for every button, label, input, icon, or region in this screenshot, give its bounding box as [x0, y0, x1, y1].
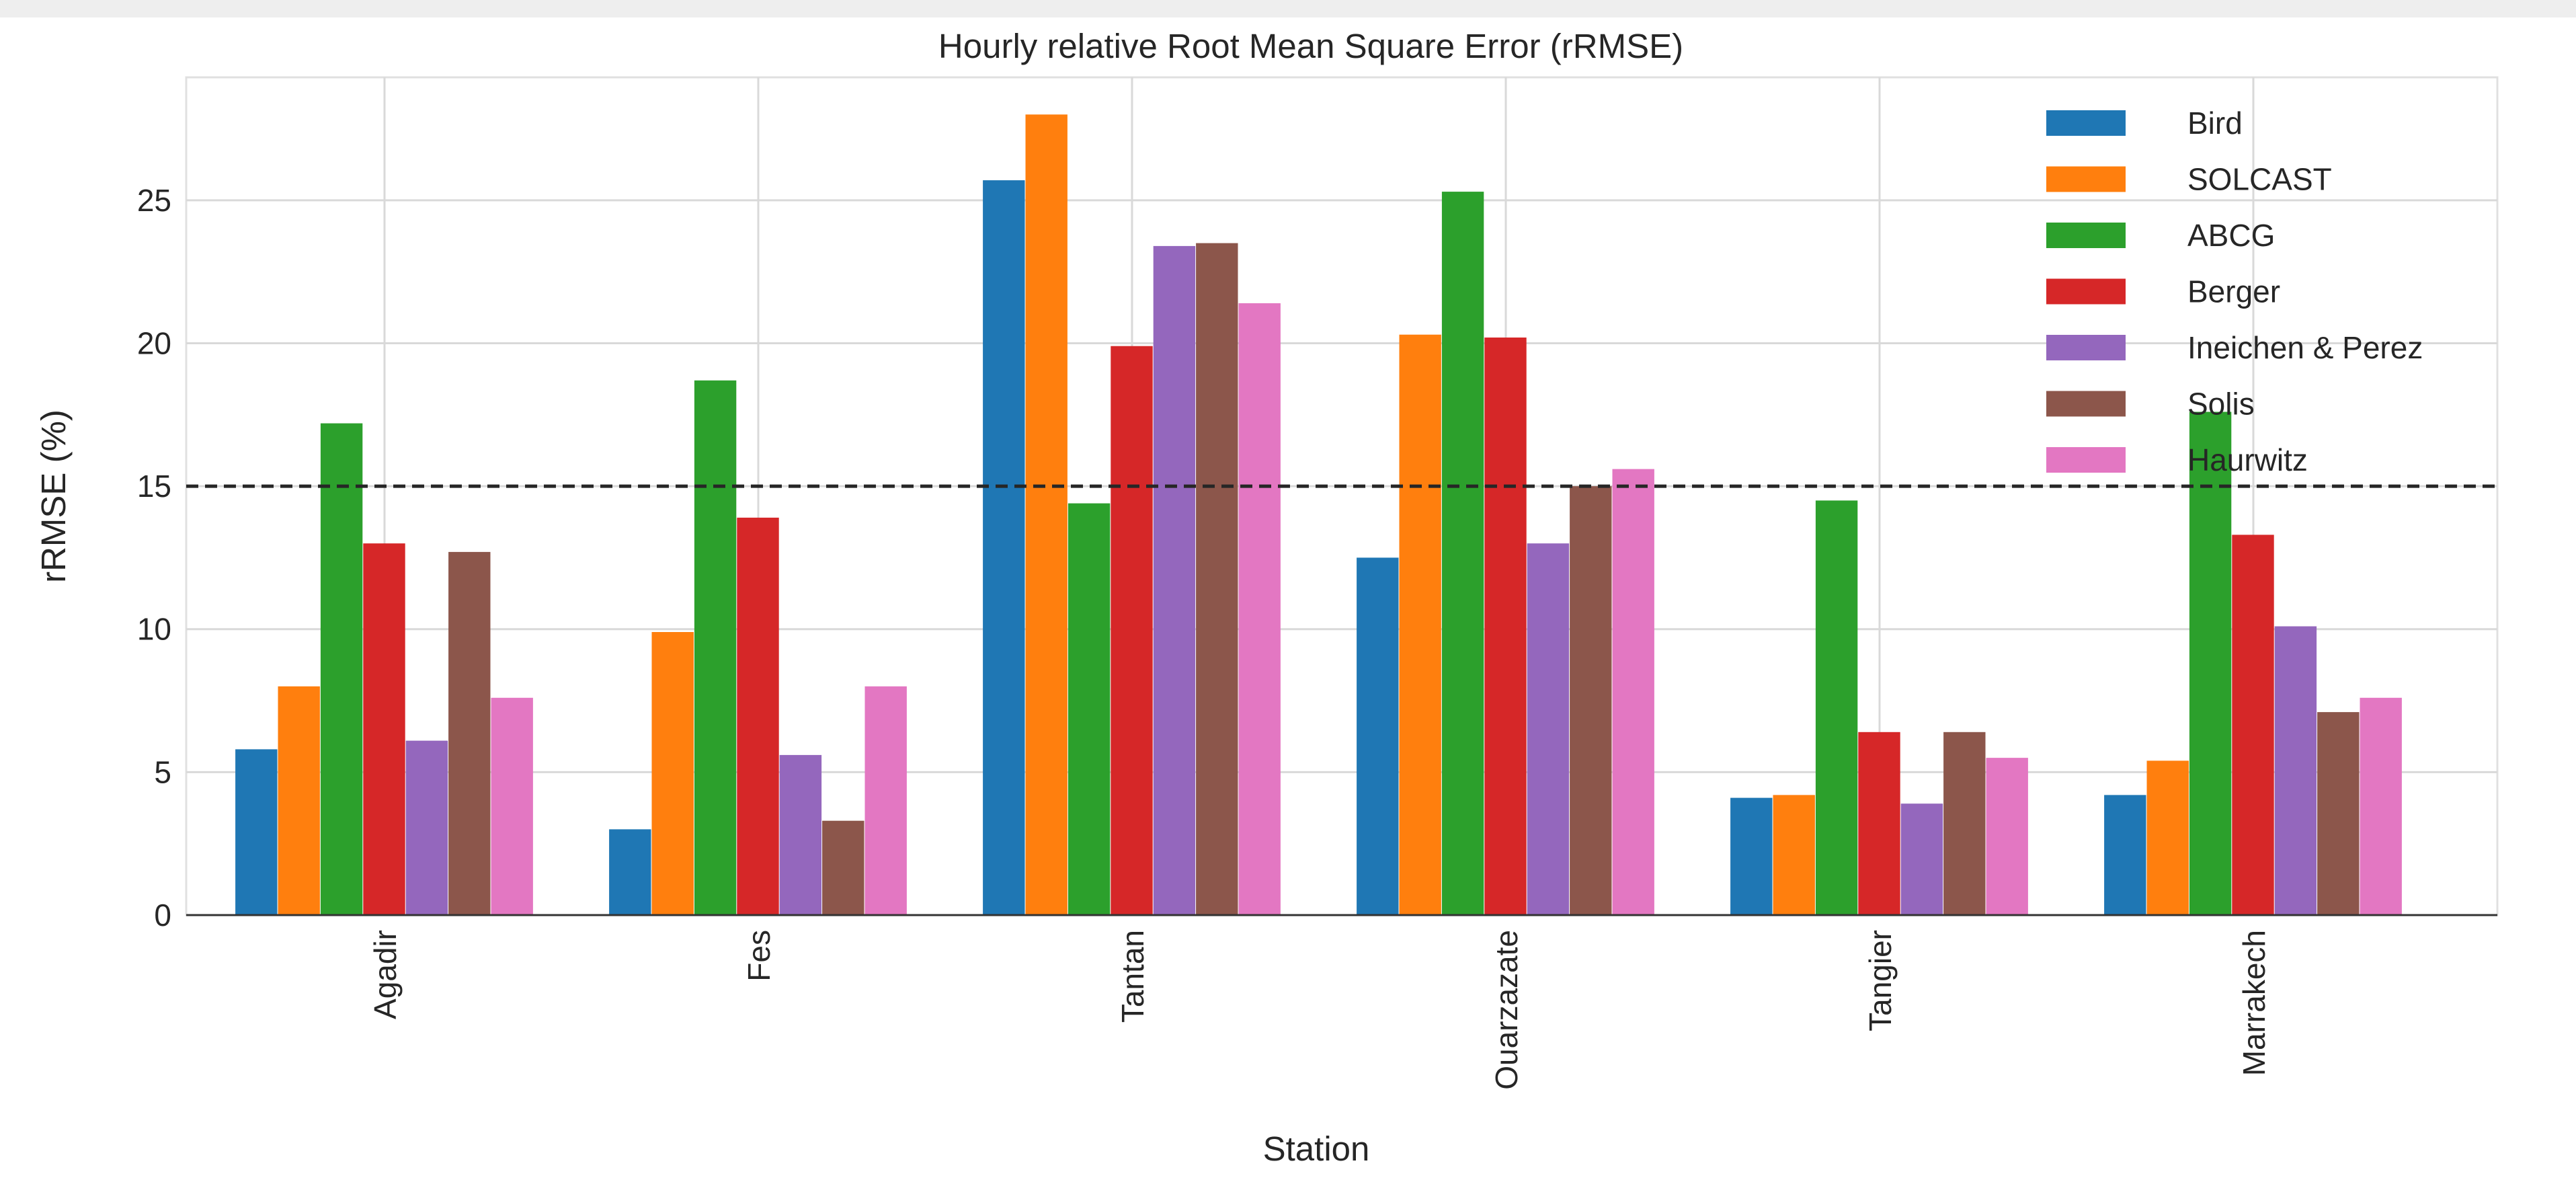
bar	[405, 740, 448, 915]
y-tick-label: 25	[137, 183, 171, 218]
bar	[779, 754, 822, 915]
bar	[1357, 557, 1399, 915]
bar	[1111, 346, 1153, 915]
legend-label: ABCG	[2187, 218, 2275, 253]
legend-item: Ineichen & Perez	[2046, 330, 2423, 365]
bar	[1068, 503, 1111, 915]
bar	[2274, 626, 2317, 915]
legend-item: SOLCAST	[2046, 162, 2332, 197]
bar	[448, 551, 491, 915]
legend-item: Solis	[2046, 387, 2255, 422]
bar	[1196, 243, 1238, 916]
bar-group-ouarzazate	[1357, 192, 1654, 916]
bar	[1612, 469, 1654, 915]
bar	[1527, 543, 1570, 915]
legend-swatch	[2046, 447, 2126, 473]
legend-swatch	[2046, 335, 2126, 360]
legend: Bird SOLCAST ABCG Berger Ineichen & Perez Sol…	[2046, 106, 2423, 477]
bar	[2146, 760, 2189, 915]
legend-item: Berger	[2046, 274, 2280, 309]
bar	[363, 543, 405, 915]
top-shadow-band	[0, 0, 2576, 17]
bar	[1900, 803, 1943, 915]
bar	[278, 686, 320, 915]
x-tick-label: Tantan	[1115, 930, 1150, 1023]
bar-group-tantan	[983, 114, 1281, 916]
y-tick-label: 15	[137, 469, 171, 504]
bar	[320, 423, 363, 915]
bar-groups	[235, 114, 2402, 916]
x-tick-label: Fes	[741, 930, 776, 982]
bar	[864, 686, 907, 915]
bar	[1986, 758, 2028, 915]
bar-group-agadir	[235, 423, 533, 915]
x-tick-labels: Agadir Fes Tantan Ouarzazate Tangier Marrakec…	[368, 930, 2271, 1090]
chart-title: Hourly relative Root Mean Square Error (…	[938, 27, 1683, 65]
bar	[1484, 338, 1527, 915]
x-tick-label: Marrakech	[2237, 930, 2271, 1076]
legend-swatch	[2046, 223, 2126, 248]
plot-area	[185, 76, 2499, 916]
x-axis-label: Station	[1263, 1130, 1370, 1168]
bar	[1858, 732, 1900, 915]
bar	[1238, 303, 1281, 915]
y-tick-label: 5	[154, 754, 171, 789]
bar	[1943, 732, 1986, 915]
bar	[491, 697, 533, 915]
legend-swatch	[2046, 391, 2126, 417]
bar	[651, 632, 694, 915]
x-tick-label: Ouarzazate	[1489, 930, 1524, 1090]
x-tick-label: Tangier	[1863, 930, 1898, 1031]
bar	[1730, 797, 1773, 915]
y-axis-label: rRMSE (%)	[34, 409, 73, 583]
x-tick-label: Agadir	[368, 930, 403, 1019]
bar	[983, 180, 1025, 916]
y-tick-label: 10	[137, 612, 171, 647]
bar	[2189, 411, 2232, 915]
bar-group-fes	[609, 380, 907, 915]
y-tick-label: 20	[137, 325, 171, 360]
legend-item: Bird	[2046, 106, 2243, 141]
legend-swatch	[2046, 110, 2126, 136]
bar	[1441, 192, 1484, 916]
bar	[1399, 334, 1441, 915]
bar	[694, 380, 737, 915]
legend-item: ABCG	[2046, 218, 2275, 253]
bar	[822, 820, 864, 915]
legend-label: Solis	[2187, 387, 2255, 422]
y-tick-labels: 0 5 10 15 20 25	[137, 183, 171, 933]
legend-swatch	[2046, 278, 2126, 305]
y-tick-label: 0	[154, 898, 171, 933]
legend-swatch	[2046, 166, 2126, 192]
bar	[1815, 500, 1858, 915]
bar	[1570, 486, 1612, 915]
legend-label: Haurwitz	[2187, 442, 2308, 477]
bar	[2104, 795, 2146, 915]
bar	[737, 517, 779, 915]
bar	[1025, 114, 1068, 915]
bar	[2317, 712, 2360, 915]
legend-label: Bird	[2187, 106, 2243, 141]
bar	[1773, 795, 1815, 915]
bar-group-marrakech	[2104, 411, 2402, 915]
bar	[1153, 245, 1196, 915]
bar	[235, 749, 278, 915]
bar-group-tangier	[1730, 500, 2028, 915]
bar	[609, 829, 651, 915]
bar	[2360, 697, 2402, 915]
legend-label: Berger	[2187, 274, 2280, 309]
bar	[2232, 535, 2274, 915]
legend-label: SOLCAST	[2187, 162, 2332, 197]
legend-item: Haurwitz	[2046, 442, 2308, 477]
legend-label: Ineichen & Perez	[2187, 330, 2423, 365]
